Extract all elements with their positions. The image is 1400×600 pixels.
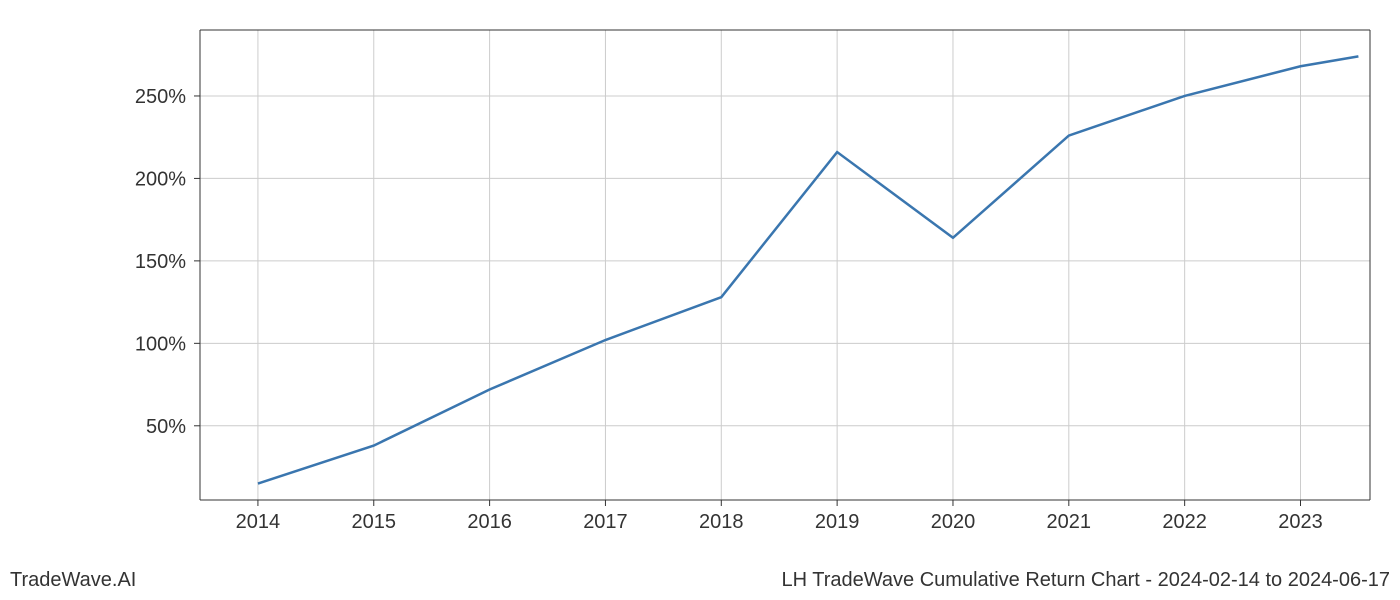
x-tick-label: 2022 <box>1162 511 1207 533</box>
x-tick-label: 2021 <box>1047 511 1092 533</box>
footer-left-text: TradeWave.AI <box>10 569 136 592</box>
x-tick-label: 2019 <box>815 511 860 533</box>
x-tick-label: 2017 <box>583 511 628 533</box>
chart-footer: TradeWave.AI LH TradeWave Cumulative Ret… <box>0 569 1400 592</box>
x-tick-label: 2015 <box>352 511 397 533</box>
y-tick-label: 50% <box>146 416 186 438</box>
y-tick-label: 200% <box>135 168 186 190</box>
line-chart-svg: 2014 2015 2016 2017 2018 2019 2020 2021 2022 2023… <box>200 30 1370 540</box>
x-tick-label: 2018 <box>699 511 744 533</box>
y-tick-label: 150% <box>135 251 186 273</box>
data-line <box>258 56 1358 483</box>
footer-right-text: LH TradeWave Cumulative Return Chart - 2… <box>782 569 1390 592</box>
x-tick-label: 2020 <box>931 511 976 533</box>
chart-area: 2014 2015 2016 2017 2018 2019 2020 2021 2022 2023… <box>200 30 1370 540</box>
x-tick-label: 2014 <box>236 511 280 533</box>
x-tick-label: 2016 <box>467 511 512 533</box>
y-tick-label: 250% <box>135 86 186 108</box>
x-tick-label: 2023 <box>1278 511 1323 533</box>
y-tick-label: 100% <box>135 333 186 355</box>
